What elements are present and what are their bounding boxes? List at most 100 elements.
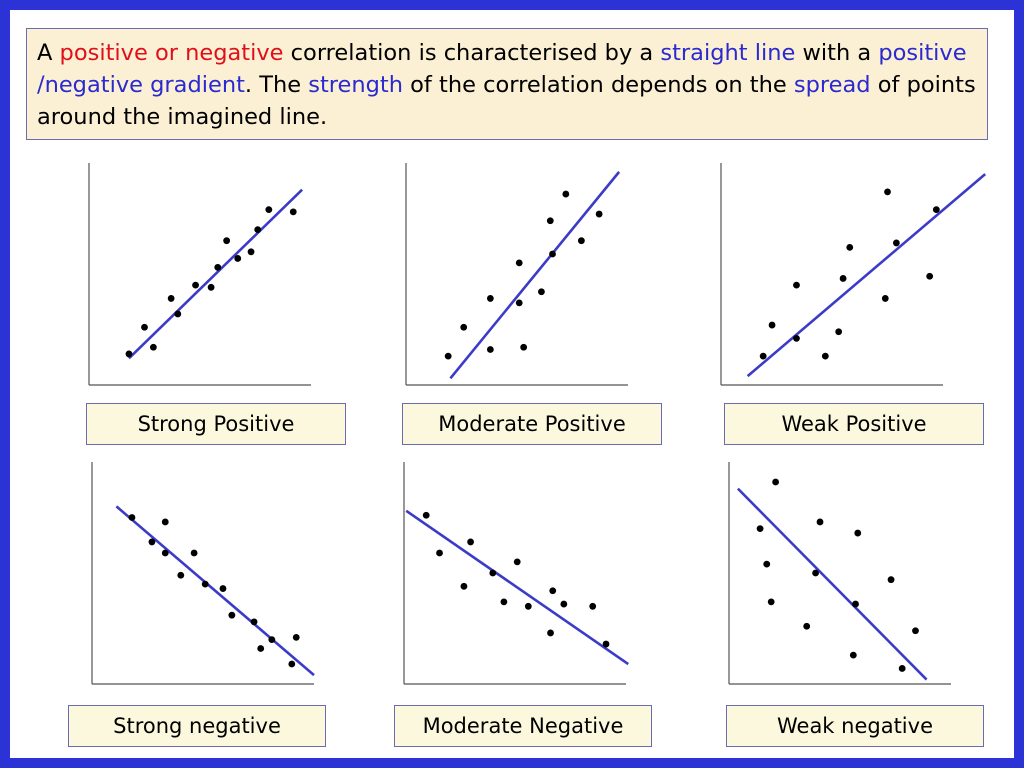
data-point-3-1 [148,538,156,546]
data-point-1-11 [577,237,585,245]
data-point-2-0 [759,352,767,360]
data-point-2-6 [839,275,847,282]
keyword-spread: spread [793,72,871,98]
trend-line-5 [736,487,928,681]
intro-text-5: of the correlation depends on the [403,72,794,98]
data-point-5-7 [849,651,857,659]
trend-line-1 [449,171,621,380]
data-point-1-4 [515,299,523,307]
intro-text-4: . The [244,72,309,98]
data-point-4-10 [560,600,568,608]
data-point-3-0 [128,514,136,521]
intro-text-3: with a [795,40,879,66]
data-point-2-3 [793,281,800,289]
data-point-3-4 [177,571,185,579]
data-point-0-13 [289,208,297,216]
label-strong-negative: Strong negative [68,705,326,747]
data-point-1-3 [486,295,494,302]
data-point-4-9 [549,587,557,595]
data-point-3-5 [190,549,198,557]
data-point-3-9 [250,618,258,626]
data-point-0-0 [125,350,133,358]
label-moderate-negative: Moderate Negative [394,705,652,747]
data-point-2-1 [768,321,776,329]
data-point-4-2 [460,582,468,590]
data-point-4-5 [500,598,508,606]
data-point-1-5 [515,259,523,267]
keyword-strength: strength [308,72,404,98]
intro-text-2: correlation is characterised by a [283,40,661,66]
data-point-0-7 [214,263,222,271]
data-point-4-4 [489,569,497,577]
data-point-1-8 [546,217,554,225]
data-point-5-8 [852,600,859,608]
intro-text-box: A positive or negative correlation is ch… [26,28,988,140]
data-point-0-2 [149,343,157,351]
data-point-0-11 [254,226,262,234]
data-point-0-12 [265,206,273,214]
data-point-2-9 [884,188,891,196]
data-point-3-6 [201,580,209,588]
data-point-1-6 [520,343,528,351]
data-point-5-5 [812,569,819,577]
data-point-5-0 [756,525,764,532]
data-point-5-11 [898,665,906,672]
data-point-0-10 [247,248,255,256]
trend-line-0 [128,188,304,360]
keyword-straight-line: straight line [660,40,796,66]
data-point-4-8 [547,629,554,637]
data-point-1-9 [549,250,556,258]
data-point-3-12 [288,660,296,668]
data-point-0-4 [174,310,182,318]
trend-line-4 [405,509,629,666]
data-point-1-12 [595,210,603,218]
keyword-gradient: positive /negative gradient [37,40,967,98]
data-point-4-7 [524,602,532,610]
keyword-positive-or-negative: positive or negative [59,40,284,66]
data-point-5-4 [803,622,811,630]
data-point-0-5 [192,281,199,289]
data-point-2-10 [892,239,900,247]
label-weak-positive: Weak Positive [724,403,984,445]
data-point-4-6 [513,558,521,566]
data-point-2-8 [881,295,889,302]
trend-line-3 [115,505,315,677]
data-point-5-6 [816,518,824,526]
data-point-4-0 [422,511,430,519]
label-strong-positive: Strong Positive [86,403,346,445]
data-point-5-1 [763,560,771,568]
data-point-0-6 [207,283,215,291]
data-point-0-1 [141,323,148,331]
data-point-3-10 [257,645,265,652]
intro-text-1: A [37,40,60,66]
data-point-3-13 [292,633,300,641]
data-point-1-1 [460,323,468,331]
data-point-3-3 [161,549,169,557]
data-point-2-7 [846,243,854,251]
data-point-2-4 [821,352,829,360]
data-point-1-0 [444,352,452,360]
trend-line-2 [746,173,987,378]
data-point-0-8 [223,237,231,245]
label-moderate-positive: Moderate Positive [402,403,662,445]
data-point-5-12 [912,627,919,635]
data-point-2-12 [932,206,940,214]
data-point-3-11 [268,636,276,643]
data-point-3-2 [161,518,169,526]
data-point-5-3 [772,478,780,486]
data-point-1-10 [562,190,570,198]
data-point-4-3 [467,538,474,546]
data-point-2-11 [926,272,934,280]
slide: A positive or negative correlation is ch… [10,10,1014,758]
data-point-3-8 [228,611,236,619]
data-point-5-10 [887,576,895,584]
data-point-0-3 [167,295,175,302]
data-point-2-2 [793,334,800,342]
data-point-1-7 [538,288,545,296]
data-point-4-12 [602,640,610,648]
data-point-5-9 [854,529,862,537]
data-point-2-5 [835,328,843,336]
data-point-1-2 [486,346,494,353]
data-point-0-9 [234,255,242,262]
